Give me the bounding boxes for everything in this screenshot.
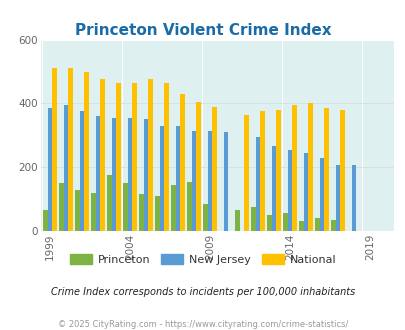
Bar bbox=[303, 153, 307, 231]
Bar bbox=[43, 210, 48, 231]
Bar bbox=[75, 189, 80, 231]
Bar bbox=[187, 182, 191, 231]
Bar bbox=[196, 102, 200, 231]
Bar bbox=[223, 132, 228, 231]
Bar bbox=[207, 130, 212, 231]
Bar bbox=[180, 94, 184, 231]
Bar bbox=[266, 215, 271, 231]
Bar bbox=[323, 108, 328, 231]
Bar bbox=[339, 110, 344, 231]
Bar bbox=[164, 82, 168, 231]
Bar bbox=[244, 115, 248, 231]
Bar bbox=[52, 68, 57, 231]
Bar bbox=[91, 193, 96, 231]
Bar bbox=[148, 80, 152, 231]
Bar bbox=[283, 214, 287, 231]
Bar bbox=[132, 82, 136, 231]
Bar bbox=[307, 103, 312, 231]
Bar bbox=[160, 126, 164, 231]
Bar bbox=[330, 220, 335, 231]
Bar bbox=[351, 165, 355, 231]
Bar bbox=[298, 221, 303, 231]
Text: Princeton Violent Crime Index: Princeton Violent Crime Index bbox=[75, 23, 330, 38]
Bar bbox=[100, 80, 104, 231]
Bar bbox=[203, 204, 207, 231]
Bar bbox=[64, 105, 68, 231]
Bar bbox=[112, 118, 116, 231]
Bar bbox=[251, 207, 255, 231]
Bar bbox=[212, 107, 216, 231]
Legend: Princeton, New Jersey, National: Princeton, New Jersey, National bbox=[65, 250, 340, 269]
Bar bbox=[275, 110, 280, 231]
Bar bbox=[255, 137, 260, 231]
Bar bbox=[171, 185, 175, 231]
Bar bbox=[139, 194, 143, 231]
Bar bbox=[319, 158, 323, 231]
Bar bbox=[234, 210, 239, 231]
Bar bbox=[116, 82, 121, 231]
Text: © 2025 CityRating.com - https://www.cityrating.com/crime-statistics/: © 2025 CityRating.com - https://www.city… bbox=[58, 320, 347, 329]
Bar bbox=[314, 218, 319, 231]
Bar bbox=[123, 183, 128, 231]
Bar bbox=[292, 105, 296, 231]
Bar bbox=[143, 119, 148, 231]
Bar bbox=[96, 116, 100, 231]
Bar bbox=[175, 126, 180, 231]
Bar bbox=[48, 108, 52, 231]
Bar bbox=[191, 130, 196, 231]
Bar bbox=[107, 175, 112, 231]
Bar bbox=[155, 196, 160, 231]
Bar bbox=[287, 150, 292, 231]
Bar bbox=[260, 112, 264, 231]
Bar bbox=[84, 72, 89, 231]
Bar bbox=[80, 112, 84, 231]
Bar bbox=[335, 165, 339, 231]
Bar bbox=[68, 68, 73, 231]
Bar bbox=[271, 147, 275, 231]
Bar bbox=[59, 183, 64, 231]
Text: Crime Index corresponds to incidents per 100,000 inhabitants: Crime Index corresponds to incidents per… bbox=[51, 287, 354, 297]
Bar bbox=[128, 118, 132, 231]
